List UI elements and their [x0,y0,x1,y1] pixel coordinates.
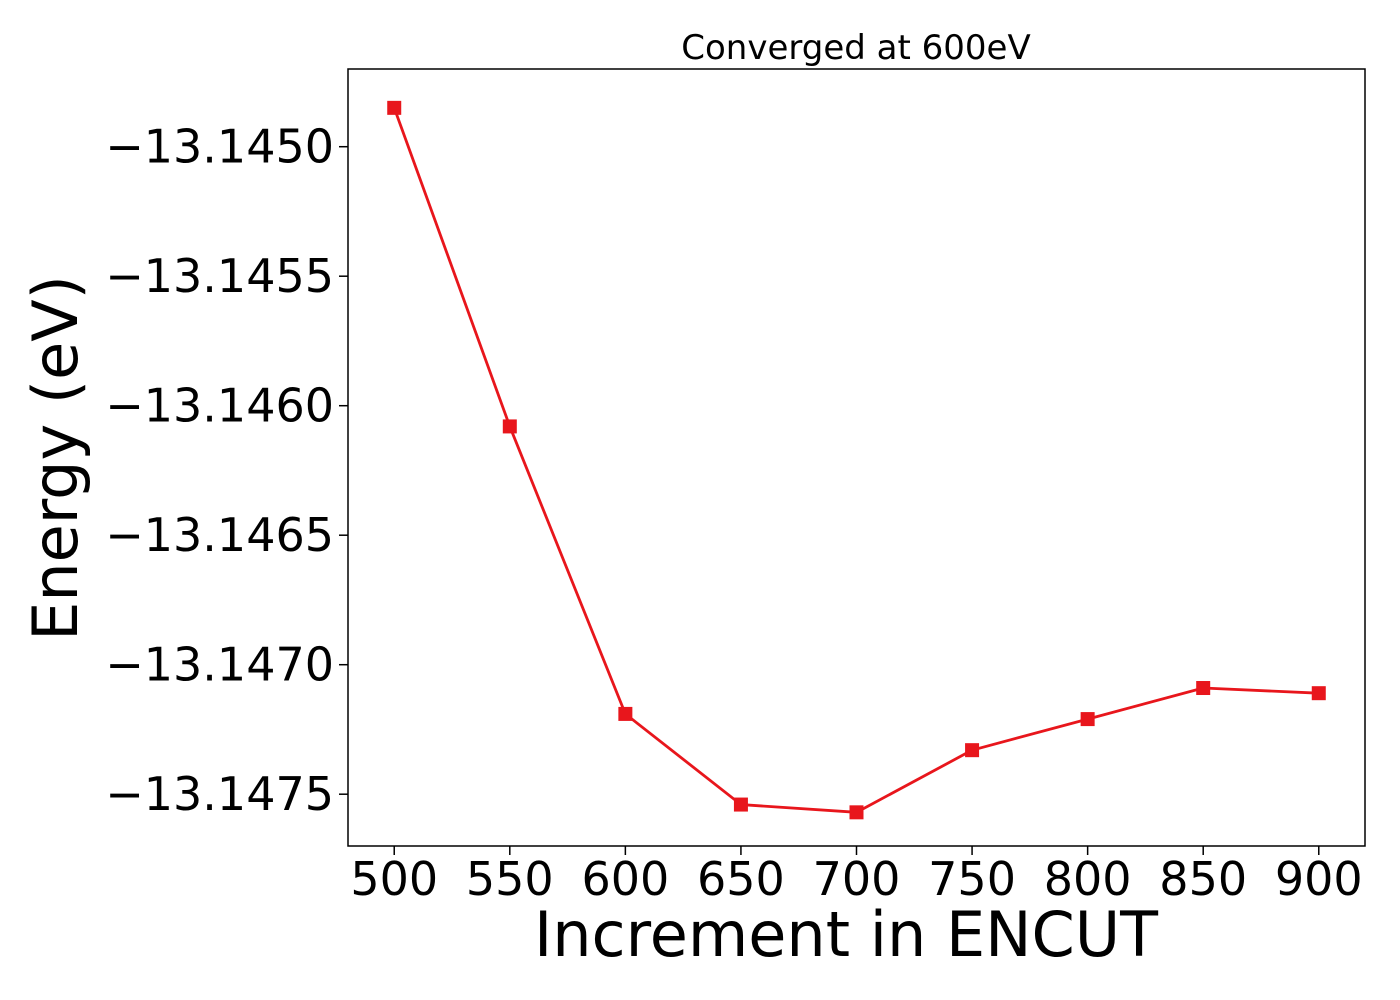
data-point-marker [1080,712,1095,727]
y-tick-label: −13.1455 [105,249,334,303]
data-point-marker [849,805,864,820]
x-axis: 500 550 600 650 700 750 800 850 900 [350,846,1363,906]
x-tick-label: 500 [350,852,438,906]
data-point-marker [733,797,748,812]
y-tick-label: −13.1475 [105,767,334,821]
y-tick-label: −13.1465 [105,508,334,562]
x-tick-label: 750 [928,852,1016,906]
x-tick-label: 550 [466,852,554,906]
y-tick-label: −13.1470 [105,638,334,692]
data-point-marker [618,706,633,721]
plot-area [387,100,1326,820]
data-point-marker [1196,681,1211,696]
chart-title: Converged at 600eV [681,28,1030,68]
x-tick-label: 800 [1044,852,1132,906]
data-point-marker [965,743,980,758]
x-tick-label: 600 [581,852,669,906]
data-point-marker [387,100,402,115]
x-tick-label: 850 [1159,852,1247,906]
y-tick-label: −13.1450 [105,120,334,174]
y-tick-label: −13.1460 [105,379,334,433]
data-point-marker [502,419,517,434]
x-axis-label: Increment in ENCUT [534,898,1159,971]
x-tick-label: 900 [1275,852,1363,906]
y-axis-label: Energy (eV) [19,275,92,641]
data-point-marker [1311,686,1326,701]
x-tick-label: 650 [697,852,785,906]
y-axis: −13.1450 −13.1455 −13.1460 −13.1465 −13.1470… [105,120,348,821]
x-tick-label: 700 [813,852,901,906]
